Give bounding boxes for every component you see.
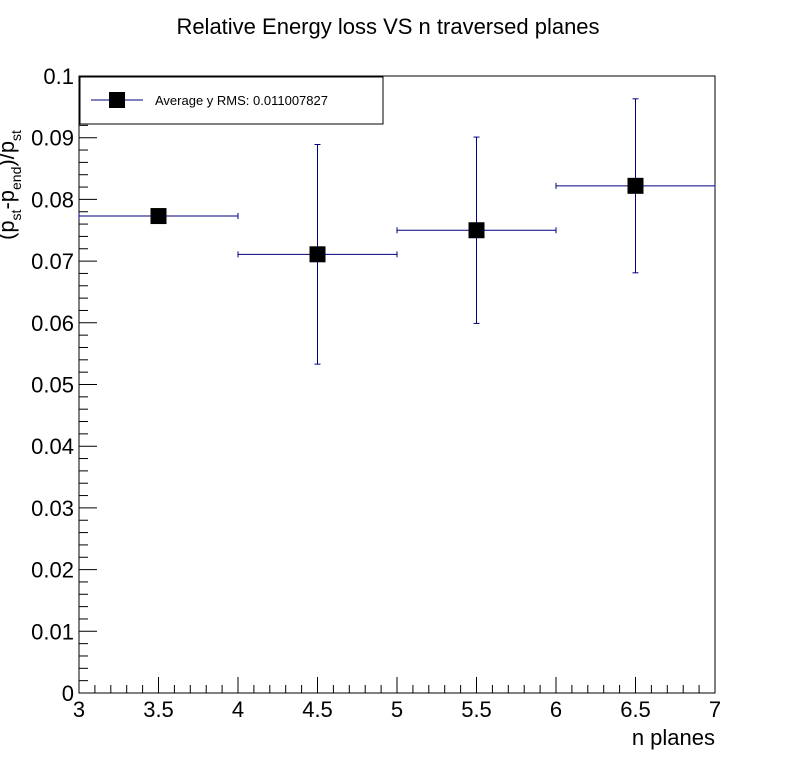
x-tick-label: 6.5 bbox=[620, 697, 651, 722]
y-tick-label: 0.06 bbox=[31, 311, 74, 336]
data-point-marker bbox=[150, 208, 167, 225]
x-tick-label: 7 bbox=[709, 697, 721, 722]
chart-title: Relative Energy loss VS n traversed plan… bbox=[176, 14, 599, 39]
y-tick-label: 0.07 bbox=[31, 249, 74, 274]
x-axis-label: n planes bbox=[632, 725, 715, 750]
y-tick-label: 0.08 bbox=[31, 187, 74, 212]
series-layer bbox=[78, 98, 716, 365]
legend-marker bbox=[109, 92, 125, 108]
y-axis-label: (pst-pend)/pst bbox=[0, 130, 24, 240]
x-tick-label: 3.5 bbox=[143, 697, 174, 722]
y-tick-label: 0.09 bbox=[31, 126, 74, 151]
x-tick-label: 5.5 bbox=[461, 697, 492, 722]
y-tick-label: 0.01 bbox=[31, 619, 74, 644]
data-point-marker bbox=[468, 222, 485, 239]
y-tick-label: 0.03 bbox=[31, 496, 74, 521]
legend-entry-label: Average y RMS: 0.011007827 bbox=[155, 93, 328, 108]
y-tick-label: 0.05 bbox=[31, 373, 74, 398]
x-tick-label: 5 bbox=[391, 697, 403, 722]
data-point-marker bbox=[627, 177, 644, 194]
y-tick-label: 0.04 bbox=[31, 434, 74, 459]
x-tick-label: 3 bbox=[73, 697, 85, 722]
data-point-marker bbox=[309, 246, 326, 263]
x-tick-label: 4 bbox=[232, 697, 244, 722]
y-tick-label: 0 bbox=[62, 681, 74, 706]
y-tick-label: 0.1 bbox=[43, 64, 74, 89]
y-tick-label: 0.02 bbox=[31, 558, 74, 583]
x-tick-label: 6 bbox=[550, 697, 562, 722]
x-axis: 3 3.5 4 4.5 5 5.5 6 6.5 7 bbox=[73, 677, 721, 722]
plot-frame bbox=[78, 75, 716, 694]
x-tick-label: 4.5 bbox=[302, 697, 333, 722]
legend: Average y RMS: 0.011007827 bbox=[79, 76, 384, 125]
y-axis: 0 0.01 0.02 0.03 0.04 0.05 0.06 0.07 0.08 0.09 0.1 bbox=[31, 64, 97, 706]
y-axis-label-text: (pst-pend)/pst bbox=[0, 130, 24, 240]
